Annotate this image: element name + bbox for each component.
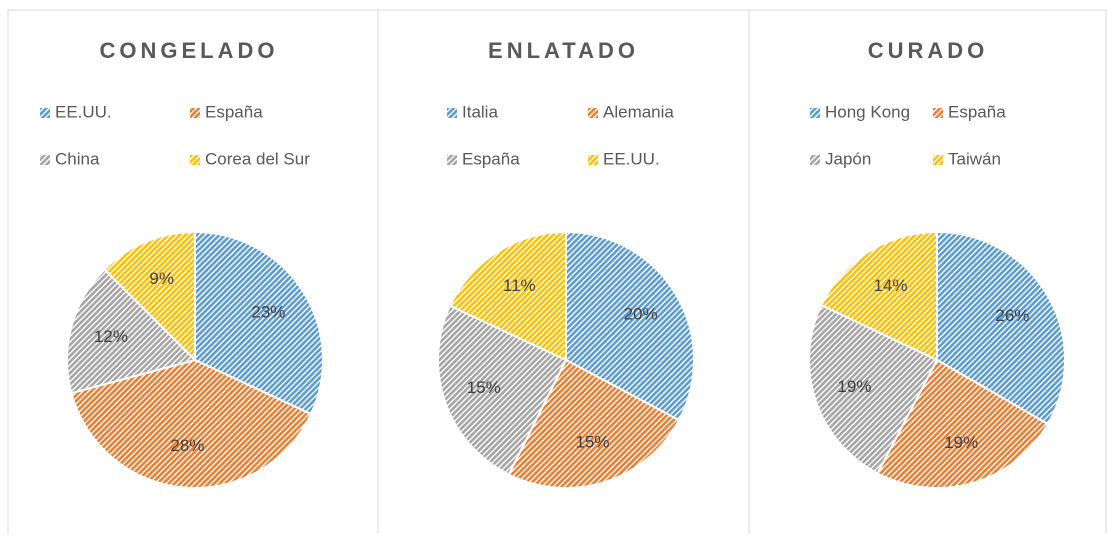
pie-slice: [507, 358, 681, 489]
legend-label: EE.UU.: [55, 102, 112, 121]
data-label: 20%: [624, 305, 658, 324]
data-label: 12%: [94, 327, 128, 346]
legend-swatch: [190, 155, 200, 165]
pie-slice: [936, 230, 1066, 426]
pie-slice: [808, 303, 939, 475]
legend-label: Japón: [825, 149, 871, 168]
legend-swatch: [933, 155, 943, 165]
legend-label: Alemania: [603, 102, 674, 121]
legend-label: China: [55, 149, 100, 168]
legend-swatch: [40, 108, 50, 118]
pie-slice: [876, 358, 1050, 489]
legend-swatch: [588, 155, 598, 165]
data-label: 11%: [503, 276, 536, 295]
legend-swatch: [447, 155, 457, 165]
pie-slice: [66, 268, 197, 395]
legend-swatch: [588, 108, 598, 118]
data-label: 23%: [251, 303, 285, 322]
pie-slice: [194, 230, 324, 416]
legend-label: Italia: [462, 102, 498, 121]
legend-label: Corea del Sur: [205, 149, 310, 168]
legend-swatch: [447, 108, 457, 118]
data-label: 9%: [149, 269, 174, 288]
pie-slice: [565, 230, 695, 422]
legend-swatch: [40, 155, 50, 165]
pie-slice: [448, 230, 567, 362]
data-label: 14%: [873, 276, 907, 295]
legend-swatch: [810, 108, 820, 118]
legend-label: EE.UU.: [603, 149, 660, 168]
data-label: 15%: [575, 432, 609, 451]
legend-label: España: [948, 102, 1006, 121]
legend-label: España: [462, 149, 520, 168]
legend-label: España: [205, 102, 263, 121]
data-label: 15%: [467, 378, 501, 397]
data-label: 28%: [170, 436, 204, 455]
chart-title: ENLATADO: [488, 38, 639, 63]
chart-title: CURADO: [868, 38, 989, 63]
legend-swatch: [933, 108, 943, 118]
legend-label: Hong Kong: [825, 102, 910, 121]
frame: [7, 9, 1107, 538]
legend-swatch: [810, 155, 820, 165]
legend-label: Taiwán: [948, 149, 1001, 168]
data-label: 26%: [995, 306, 1029, 325]
data-label: 19%: [944, 433, 978, 452]
pie-slice: [103, 230, 196, 363]
chart-title: CONGELADO: [100, 38, 279, 63]
data-label: 19%: [837, 377, 871, 396]
legend-swatch: [190, 108, 200, 118]
pie-slice: [70, 358, 313, 489]
pie-slice: [437, 304, 568, 476]
pie-slice: [820, 230, 938, 362]
